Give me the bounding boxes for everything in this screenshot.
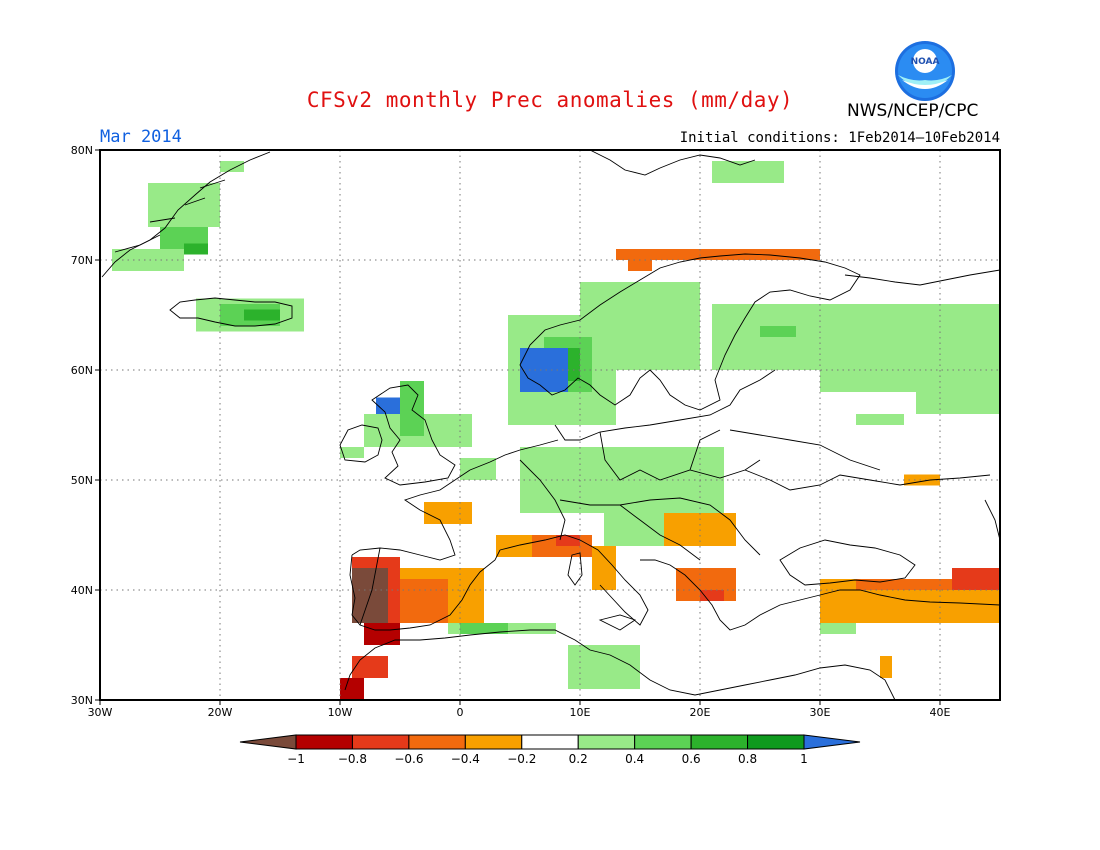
map-gridlines — [100, 150, 1000, 700]
anomaly-cell — [520, 348, 568, 392]
colorbar-swatch — [803, 734, 861, 750]
anomaly-cell — [616, 249, 820, 260]
lon-tick-label: 40E — [930, 706, 951, 719]
colorbar-tick-label: 0.8 — [738, 752, 757, 766]
anomaly-cell — [556, 535, 580, 546]
colorbar-tick-label: −1 — [287, 752, 305, 766]
lat-tick-label: 30N — [71, 694, 93, 707]
colorbar-swatch — [351, 734, 410, 750]
colorbar-tick-label: −0.8 — [338, 752, 367, 766]
anomaly-cell — [916, 304, 1000, 414]
anomaly-cell — [712, 161, 784, 183]
chart-title: CFSv2 monthly Prec anomalies (mm/day) — [306, 88, 794, 112]
anomaly-cell — [700, 590, 724, 601]
colorbar-tick-label: 0.2 — [569, 752, 588, 766]
anomaly-cell — [340, 447, 364, 458]
anomaly-cell — [352, 656, 388, 678]
anomaly-cell — [628, 260, 652, 271]
lon-tick-label: 0 — [457, 706, 464, 719]
anomaly-cell — [880, 656, 892, 678]
colorbar-swatch — [577, 734, 636, 750]
colorbar-tick-label: 0.4 — [625, 752, 644, 766]
colorbar-tick-label: 1 — [800, 752, 808, 766]
map-frame — [99, 149, 1001, 701]
anomaly-cell — [376, 397, 400, 414]
anomaly-cell — [220, 161, 244, 172]
anomaly-cell — [856, 414, 904, 425]
anomaly-cell — [424, 502, 472, 524]
lon-tick-label: 20E — [690, 706, 711, 719]
anomaly-cell — [184, 243, 208, 255]
lat-tick-label: 70N — [71, 254, 93, 267]
coastlines — [101, 149, 1001, 701]
noaa-logo: NOAA — [895, 41, 955, 101]
colorbar: −1 −0.8 −0.6 −0.4 −0.2 0.2 0.4 0.6 0.8 1 — [239, 734, 861, 766]
colorbar-swatch — [408, 734, 466, 750]
lon-tick-label: 30W — [88, 706, 113, 719]
anomaly-cell — [856, 579, 1000, 590]
anomaly-cell — [400, 381, 424, 436]
initial-conditions: Initial conditions: 1Feb2014—10Feb2014 — [679, 130, 1000, 146]
colorbar-tick-label: −0.4 — [451, 752, 480, 766]
lon-tick-label: 10E — [570, 706, 591, 719]
lon-tick-label: 10W — [328, 706, 353, 719]
colorbar-tick-label: −0.2 — [507, 752, 536, 766]
anomaly-cell — [568, 645, 640, 689]
anomaly-cells — [112, 161, 1000, 700]
anomaly-cell — [112, 249, 184, 271]
lon-tick-label: 30E — [810, 706, 831, 719]
anomaly-cell — [904, 474, 940, 486]
anomaly-cell — [592, 546, 616, 590]
lat-tick-label: 80N — [71, 144, 93, 157]
anomaly-cell — [460, 623, 508, 634]
anomaly-cell — [952, 568, 1000, 590]
anomaly-cell — [364, 623, 400, 645]
colorbar-swatch — [690, 734, 749, 750]
colorbar-swatch — [747, 734, 805, 750]
lon-tick-label: 20W — [208, 706, 233, 719]
anomaly-cell — [340, 678, 364, 700]
colorbar-swatch — [295, 734, 353, 750]
colorbar-tick-label: −0.6 — [394, 752, 423, 766]
colorbar-swatch — [239, 734, 297, 750]
anomaly-cell — [760, 326, 796, 337]
colorbar-swatch — [634, 734, 692, 750]
lat-tick-label: 40N — [71, 584, 93, 597]
agency-label: NWS/NCEP/CPC — [847, 101, 979, 121]
anomaly-cell — [820, 623, 856, 634]
lat-tick-label: 60N — [71, 364, 93, 377]
colorbar-swatch — [521, 734, 579, 750]
noaa-logo-text: NOAA — [911, 57, 940, 67]
anomaly-cell — [580, 282, 700, 326]
anomaly-cell — [820, 304, 916, 392]
anomaly-cell — [244, 309, 280, 321]
axis-tick-labels: 30W 20W 10W 0 10E 20E 30E 40E 30N 40N 50N 60N 70N 80N — [71, 144, 951, 719]
lat-tick-label: 50N — [71, 474, 93, 487]
colorbar-swatch — [464, 734, 523, 750]
forecast-month: Mar 2014 — [100, 127, 182, 147]
colorbar-tick-label: 0.6 — [682, 752, 701, 766]
